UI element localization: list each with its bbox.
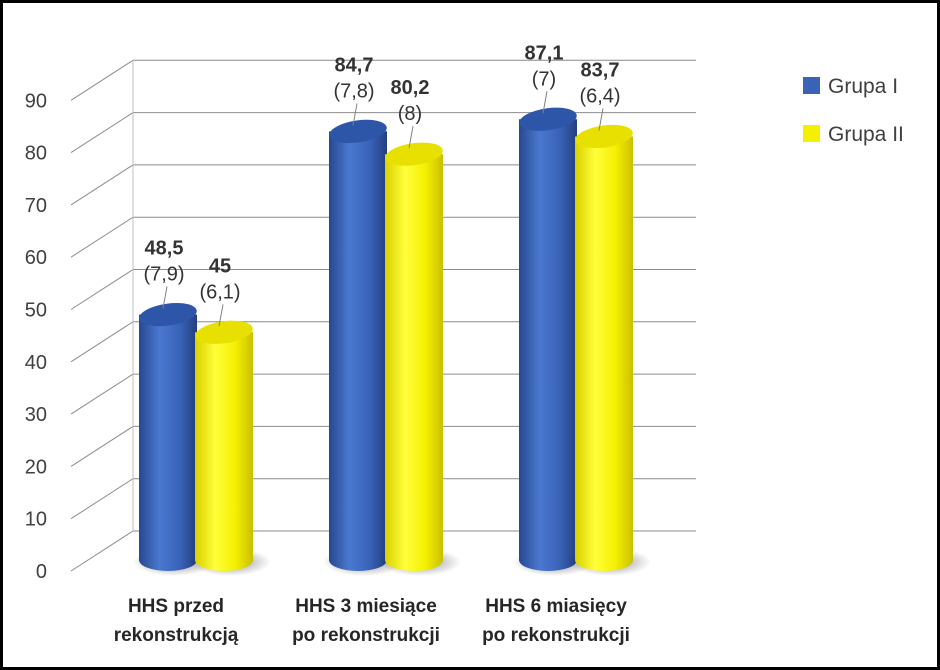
grid-diagonal bbox=[70, 425, 134, 467]
legend-swatch bbox=[803, 125, 820, 142]
y-tick-label: 80 bbox=[25, 143, 47, 165]
label-leader bbox=[598, 108, 604, 131]
y-tick-label: 20 bbox=[25, 456, 47, 478]
data-label: 84,7 bbox=[335, 54, 374, 76]
grid-diagonal bbox=[70, 530, 134, 572]
bar-body bbox=[385, 154, 443, 572]
sd-label: (6,4) bbox=[579, 85, 620, 107]
data-label: 83,7 bbox=[581, 59, 620, 81]
x-tick-label: HHS przed bbox=[128, 596, 224, 617]
data-label: 87,1 bbox=[525, 42, 564, 64]
y-tick-label: 90 bbox=[25, 90, 47, 112]
bar-cap bbox=[195, 320, 253, 344]
bar-cap bbox=[385, 142, 443, 166]
x-tick-label: rekonstrukcją bbox=[114, 625, 239, 646]
grid-diagonal bbox=[70, 59, 134, 101]
sd-label: (7,9) bbox=[143, 264, 184, 286]
grid-diagonal bbox=[70, 321, 134, 363]
data-label: 45 bbox=[209, 255, 231, 277]
y-tick-label: 0 bbox=[36, 561, 47, 583]
bar-cap bbox=[329, 119, 387, 144]
grid-diagonal bbox=[70, 112, 134, 154]
bar-grupa-ii-2 bbox=[569, 124, 651, 576]
grid-diagonal bbox=[70, 269, 134, 310]
bar-grupa-ii-1 bbox=[379, 142, 461, 576]
bar-chart: 0 10 20 30 40 50 60 70 80 90 48,5 (7,9) 84,7 (7,8) 87… bbox=[25, 42, 904, 646]
y-tick-label: 70 bbox=[25, 195, 47, 217]
y-tick-label: 40 bbox=[25, 352, 47, 374]
y-tick-label: 60 bbox=[25, 247, 47, 269]
data-label: 80,2 bbox=[391, 77, 430, 99]
x-tick-label: po rekonstrukcji bbox=[292, 625, 440, 646]
sd-label: (6,1) bbox=[199, 281, 240, 303]
bar-body bbox=[519, 119, 577, 572]
sd-label: (7,8) bbox=[333, 80, 374, 102]
label-leader bbox=[352, 103, 358, 126]
bar-grupa-ii-0 bbox=[189, 320, 271, 576]
label-leader bbox=[542, 91, 548, 114]
grid-diagonal bbox=[70, 164, 134, 206]
x-tick-label: po rekonstrukcji bbox=[482, 625, 630, 646]
bar-cap bbox=[519, 107, 577, 131]
label-leader bbox=[218, 304, 224, 327]
sd-label: (7) bbox=[532, 68, 556, 90]
y-tick-label: 10 bbox=[25, 509, 47, 531]
grid-diagonal bbox=[70, 216, 134, 258]
bar-cap bbox=[139, 302, 197, 327]
sd-label: (8) bbox=[398, 103, 422, 125]
legend-swatch bbox=[803, 77, 820, 94]
label-leader bbox=[408, 126, 414, 149]
label-leader bbox=[162, 286, 168, 309]
bar-cap bbox=[575, 124, 633, 149]
bar-body bbox=[195, 332, 253, 571]
grid-diagonal bbox=[70, 478, 134, 520]
bar-body bbox=[329, 131, 387, 571]
data-label: 48,5 bbox=[145, 238, 184, 260]
bar-body bbox=[575, 136, 633, 571]
bar-body bbox=[139, 314, 197, 571]
x-tick-label: HHS 3 miesiące bbox=[295, 596, 437, 617]
legend-entry: Grupa I bbox=[828, 75, 898, 98]
legend-entry: Grupa II bbox=[828, 123, 904, 146]
y-tick-label: 50 bbox=[25, 300, 47, 322]
grid-diagonal bbox=[70, 373, 134, 415]
x-tick-label: HHS 6 miasięcy bbox=[485, 596, 627, 617]
y-tick-label: 30 bbox=[25, 404, 47, 426]
